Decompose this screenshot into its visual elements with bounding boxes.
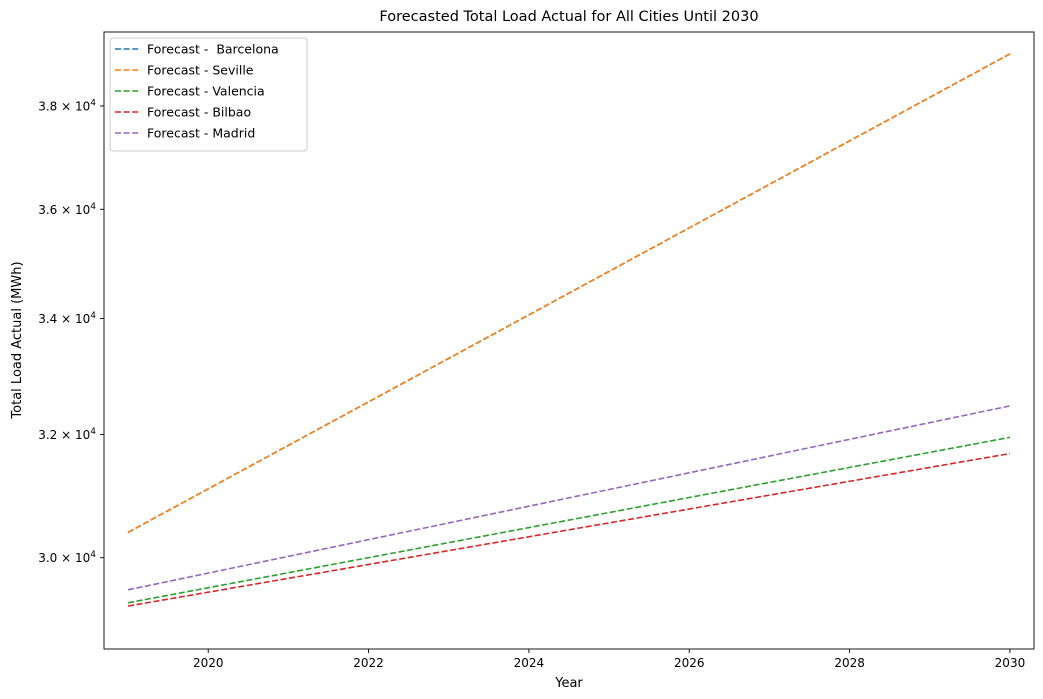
y-tick-label: 3.6 × 104 — [38, 202, 96, 217]
y-tick-label: 3.4 × 104 — [38, 311, 96, 326]
legend-label-3: Forecast - Bilbao — [147, 105, 251, 120]
series-line-4 — [127, 405, 1011, 591]
y-axis: 3.0 × 104 3.2 × 104 3.4 × 104 3.6 × 104 3.8 … — [38, 98, 104, 565]
plot-frame — [103, 31, 1035, 650]
x-tick-label: 2026 — [674, 656, 705, 670]
legend-label-1: Forecast - Seville — [147, 63, 254, 78]
y-axis-label: Total Load Actual (MWh) — [10, 261, 25, 419]
legend-label-4: Forecast - Madrid — [147, 126, 255, 141]
x-tick-label: 2028 — [834, 656, 865, 670]
y-tick-label: 3.8 × 104 — [38, 98, 96, 113]
x-tick-label: 2020 — [193, 656, 224, 670]
y-tick-label: 3.0 × 104 — [38, 550, 96, 565]
x-tick-label: 2024 — [514, 656, 545, 670]
x-axis-label: Year — [554, 676, 583, 691]
x-tick-label: 2022 — [353, 656, 384, 670]
series-line-2 — [127, 436, 1011, 604]
x-tick-label: 2030 — [995, 656, 1026, 670]
chart-title: Forecasted Total Load Actual for All Cit… — [379, 9, 758, 25]
x-axis: 2020 2022 2024 2026 2028 2030 — [193, 649, 1025, 670]
legend-label-2: Forecast - Valencia — [147, 84, 265, 99]
series-line-1 — [127, 53, 1011, 534]
series-line-3 — [127, 452, 1011, 607]
legend-label-0: Forecast - Barcelona — [147, 42, 279, 57]
y-tick-label: 3.2 × 104 — [38, 427, 96, 442]
legend-box — [109, 37, 308, 152]
plot-area — [127, 53, 1011, 607]
legend: Forecast - Barcelona Forecast - Seville Fo… — [109, 37, 308, 152]
